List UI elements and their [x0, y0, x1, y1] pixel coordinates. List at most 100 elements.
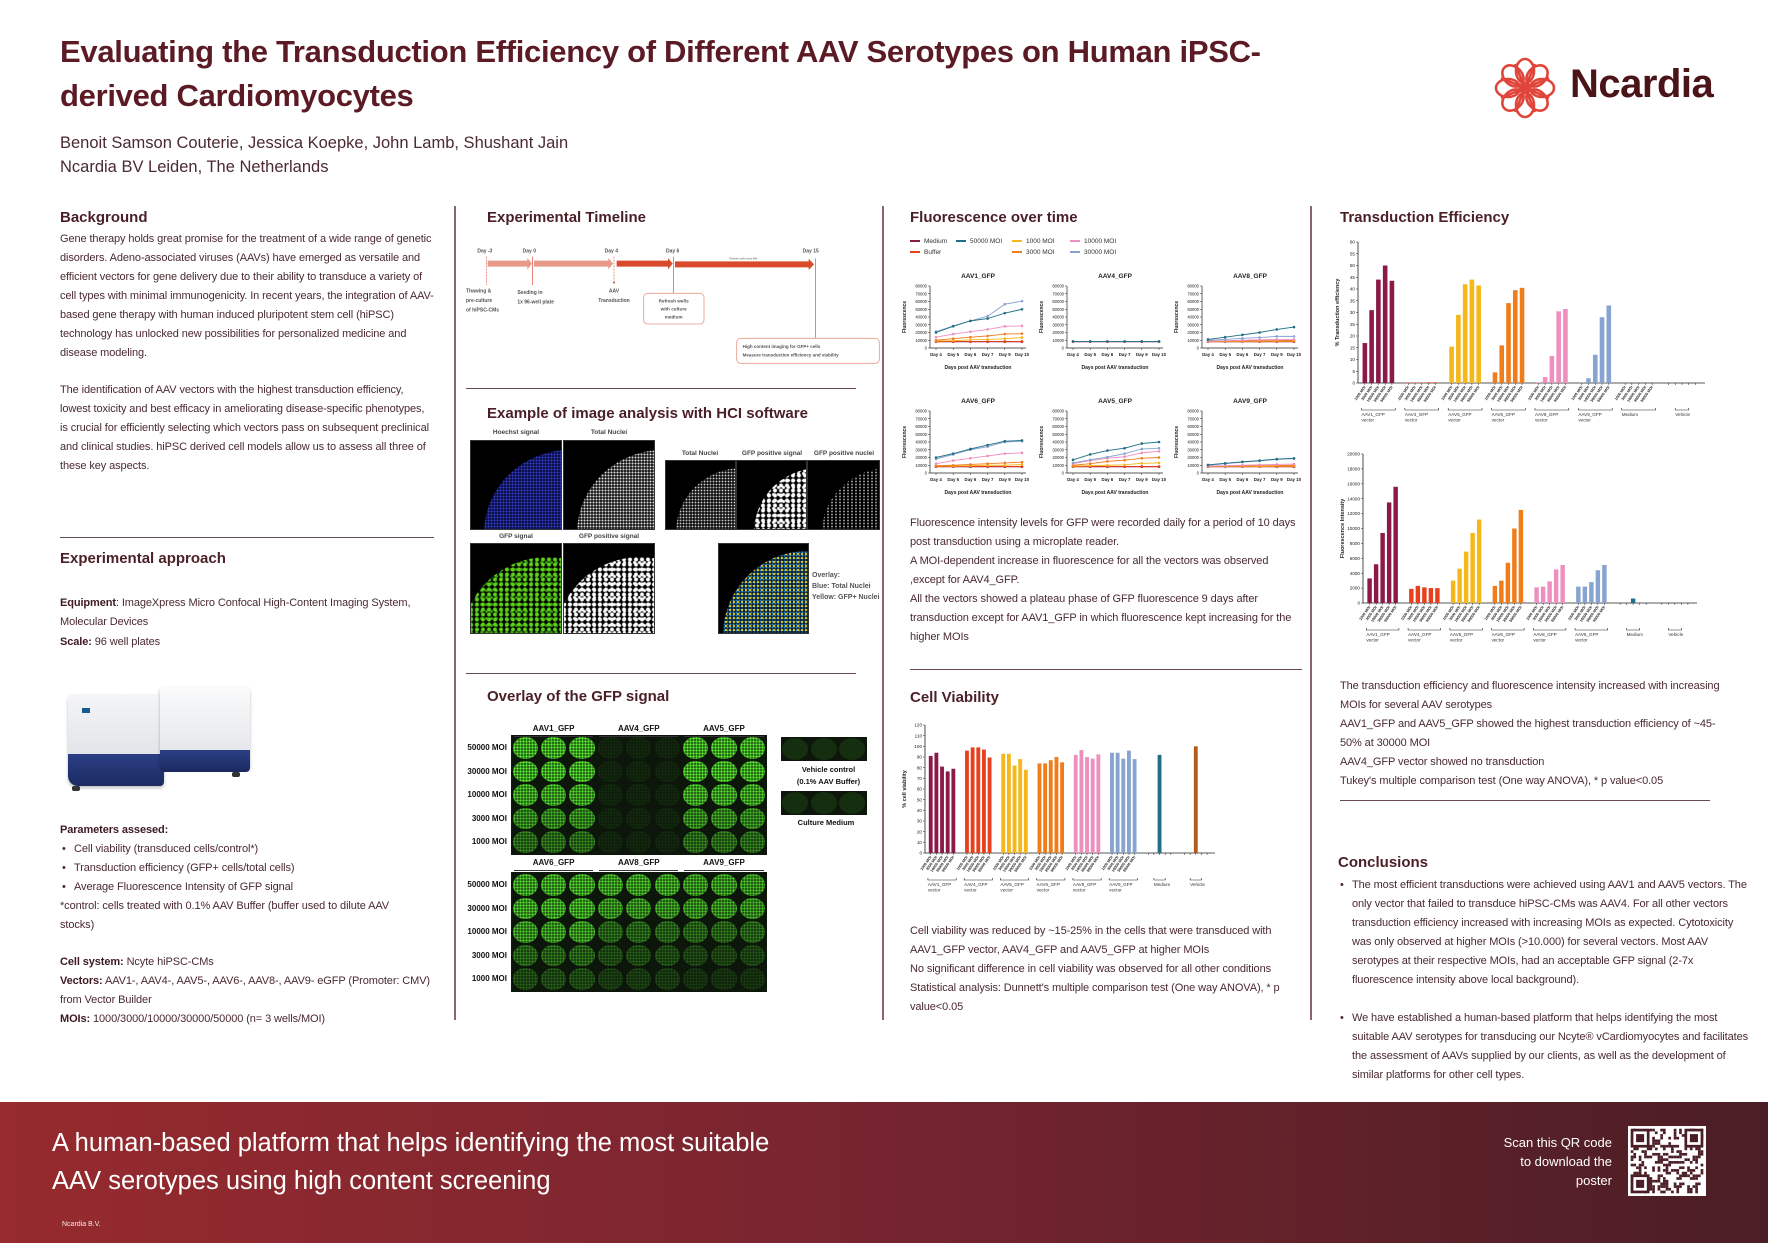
bar	[940, 766, 944, 853]
bar	[1518, 509, 1524, 603]
qr-module	[1657, 1166, 1661, 1170]
well	[626, 897, 652, 920]
well	[654, 737, 680, 759]
image-label: GFP positive nuclei	[813, 450, 875, 457]
qr-code[interactable]	[1628, 1126, 1706, 1196]
bar	[1512, 290, 1518, 383]
data-point	[934, 331, 938, 334]
y-tick-label: 30000	[1052, 322, 1064, 327]
serotype-range-arrow	[684, 870, 764, 871]
bar	[1415, 585, 1421, 603]
well	[654, 784, 680, 806]
qr-module	[1668, 1171, 1672, 1175]
qr-module	[1679, 1152, 1682, 1156]
control-note: *control: cells treated with 0.1% AAV Bu…	[60, 900, 389, 931]
well	[739, 831, 766, 853]
overlay-legend-line: Yellow: GFP+ Nuclei	[812, 594, 880, 601]
well	[597, 968, 624, 990]
qr-module	[1671, 1155, 1674, 1159]
data-point	[1275, 463, 1279, 466]
qr-module	[1668, 1161, 1672, 1164]
y-tick-label: 0	[1197, 471, 1200, 476]
refresh-note: Refresh cells every 48h	[729, 257, 757, 261]
well	[682, 897, 709, 920]
parameter-item: Transduction efficiency (GFP+ cells/tota…	[60, 859, 434, 878]
y-tick-label: 0	[1357, 601, 1360, 606]
qr-module	[1681, 1182, 1685, 1186]
section-divider	[910, 669, 1302, 670]
data-point	[1020, 336, 1024, 339]
legend-label: 30000 MOI	[1084, 249, 1117, 256]
qr-module	[1687, 1174, 1690, 1178]
qr-module	[1687, 1169, 1690, 1172]
qr-module	[1649, 1187, 1653, 1191]
cell-system-value: Ncyte hiPSC-CMs	[123, 956, 214, 968]
y-tick-label: 80000	[1187, 409, 1199, 414]
y-axis-label: Fluorescence	[1039, 426, 1045, 458]
data-point	[1123, 463, 1126, 467]
data-point	[1275, 457, 1279, 461]
transduction-efficiency-bar-chart: 0 5 10 15 20 25 30 35 40 45 50 55 60 % Transduction e…	[1335, 240, 1705, 423]
data-point	[969, 338, 972, 342]
data-point	[969, 330, 972, 334]
fluorescence-legend: Medium Buffer 50000 MOI 1000 MOI 3000 MOI 100…	[910, 238, 1240, 262]
well	[711, 784, 737, 806]
well	[597, 737, 624, 759]
chart-title: AAV9_GFP	[1233, 398, 1267, 405]
qr-module	[1695, 1187, 1698, 1191]
x-tick-label: Day 6	[1237, 352, 1249, 357]
serotype-range-arrow	[684, 736, 764, 737]
data-point	[1123, 458, 1126, 462]
group-bracket	[1153, 878, 1166, 881]
qr-module	[1673, 1144, 1677, 1148]
legend-item: Medium	[910, 238, 947, 245]
group-bracket	[1491, 408, 1526, 411]
qr-module	[1638, 1158, 1642, 1161]
group-bracket	[1491, 628, 1525, 631]
group-label: AAV8_GFP vector	[1533, 632, 1556, 643]
bar	[1505, 562, 1511, 603]
data-point	[969, 456, 972, 460]
qr-module	[1660, 1155, 1663, 1159]
section-divider	[1340, 800, 1710, 801]
y-tick-label: 40000	[915, 315, 927, 320]
qr-module	[1662, 1131, 1666, 1135]
qr-module	[1676, 1144, 1680, 1148]
qr-module	[1668, 1136, 1672, 1140]
cell-system-label: Cell system:	[60, 956, 124, 968]
well	[654, 921, 680, 943]
well	[512, 968, 538, 990]
well	[540, 737, 567, 759]
y-tick-label: 30	[1350, 310, 1356, 315]
mois-value: 1000/3000/10000/30000/50000 (n= 3 wells/…	[90, 1013, 325, 1025]
x-tick-label: Day 10	[1287, 352, 1302, 357]
well-grid	[511, 872, 767, 992]
chart-title: AAV1_GFP	[961, 273, 995, 280]
bar	[1426, 382, 1431, 383]
series-line	[936, 464, 1023, 467]
qr-module	[1671, 1169, 1674, 1172]
series-line	[935, 333, 1023, 341]
bar	[1367, 578, 1372, 603]
well	[739, 760, 766, 783]
qr-module	[1662, 1152, 1666, 1156]
qr-module	[1695, 1155, 1698, 1159]
timeline-day: Day -3	[477, 248, 492, 254]
qr-module	[1697, 1147, 1701, 1151]
qr-module	[1657, 1158, 1661, 1161]
bar	[1023, 769, 1028, 853]
qr-module	[1668, 1187, 1672, 1191]
well	[569, 968, 595, 990]
data-point	[1003, 463, 1007, 467]
data-point	[1140, 451, 1144, 455]
data-point	[1157, 450, 1161, 453]
qr-module	[1687, 1158, 1690, 1161]
timeline-day: Day 4	[605, 248, 619, 254]
well	[512, 831, 538, 853]
well	[654, 760, 680, 783]
qr-module	[1662, 1128, 1666, 1132]
viability-text-para: Statistical analysis: Dunnett's multiple…	[910, 982, 1280, 1013]
well	[654, 968, 680, 990]
y-axis-label: Fluorescence	[1174, 301, 1180, 333]
hci-imaging-box	[736, 337, 880, 364]
